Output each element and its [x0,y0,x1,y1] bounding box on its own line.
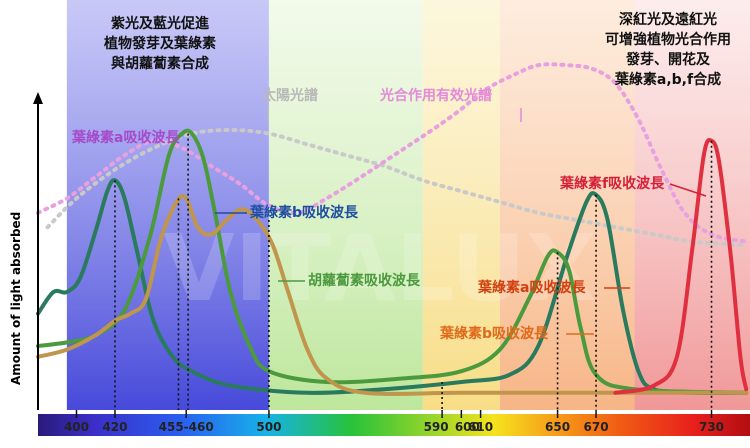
x-tick-label-7: 650 [545,420,570,434]
region-orange [499,0,635,410]
annotation-1-line-1: 可增強植物光合作用 [605,31,731,48]
series-label-1: 葉綠素b吸收波長 [249,204,359,221]
series-label-7: 光合作用有效光譜 [379,87,492,104]
region-yellow [422,0,500,410]
x-tick-label-6: 610 [468,420,493,434]
annotation-0-line-2: 與胡蘿蔔素合成 [111,55,209,72]
x-tick-label-8: 670 [584,420,609,434]
annotation-0-line-1: 植物發芽及葉綠素 [103,35,216,52]
x-tick-label-9: 730 [699,420,724,434]
annotation-1-line-0: 深紅光及遠紅光 [619,11,717,28]
y-axis-arrow-icon [33,92,43,104]
spectrum-bar [38,414,750,436]
region-blue-violet [66,0,269,410]
series-line-0 [36,178,749,396]
y-axis-label: Amount of light absorbed [9,212,23,385]
region-red [634,0,750,410]
series-line-5 [36,62,749,244]
x-tick-label-2: 455-460 [159,420,214,434]
series-line-4 [45,128,749,248]
watermark-text: VITALUX [163,215,596,322]
axes: Amount of light absorbed [9,92,43,410]
series-label-2: 胡蘿蔔素吸收波長 [308,272,421,289]
series-label-leader-5 [669,183,707,197]
annotation-0-line-0: 紫光及藍光促進 [111,15,209,32]
series-label-4: 葉綠素b吸收波長 [439,325,549,342]
series-label-3: 葉綠素a吸收波長 [477,279,586,296]
region-green [268,0,423,410]
x-tick-label-4: 590 [424,420,449,434]
series-line-2 [36,193,749,396]
x-tick-label-3: 500 [256,420,281,434]
x-tick-label-0: 400 [64,420,89,434]
annotation-1-line-2: 發芽、開花及 [625,51,711,68]
series-label-6: 太陽光譜 [262,87,318,104]
annotation-1-line-3: 葉綠素a,b,f合成 [614,71,721,88]
series-line-3 [613,138,749,395]
x-tick-label-5: 600 [455,420,480,434]
peak-guide-lines [114,133,713,410]
x-tick-label-1: 420 [102,420,127,434]
watermark: VITALUX [163,215,596,322]
series-label-5: 葉綠素f吸收波長 [559,175,665,192]
reference-spectra [36,62,749,248]
series-label-0: 葉綠素a吸收波長 [71,129,180,146]
spectrum-regions [66,0,750,410]
